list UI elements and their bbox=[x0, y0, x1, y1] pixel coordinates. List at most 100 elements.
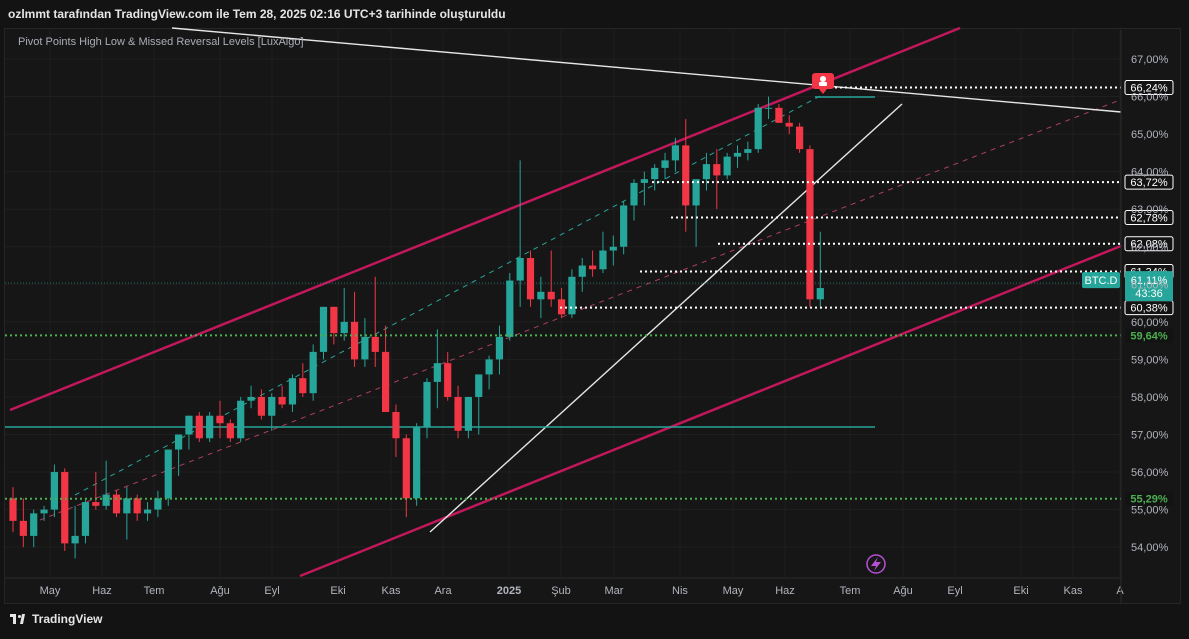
candle[interactable] bbox=[278, 385, 286, 409]
candle[interactable] bbox=[547, 250, 555, 307]
candle[interactable] bbox=[444, 351, 452, 401]
candle[interactable] bbox=[19, 498, 27, 548]
candle-body bbox=[744, 149, 752, 153]
candle[interactable] bbox=[785, 115, 793, 135]
candle[interactable] bbox=[506, 273, 514, 341]
candle-body bbox=[102, 494, 110, 506]
candle[interactable] bbox=[806, 145, 814, 307]
candle[interactable] bbox=[164, 449, 172, 506]
candle[interactable] bbox=[475, 374, 483, 435]
brand[interactable]: TradingView bbox=[10, 612, 102, 626]
candle[interactable] bbox=[154, 490, 162, 518]
candle[interactable] bbox=[371, 276, 379, 367]
candle[interactable] bbox=[537, 276, 545, 319]
candle-body bbox=[133, 498, 141, 514]
candle[interactable] bbox=[692, 179, 700, 247]
candle[interactable] bbox=[568, 269, 576, 319]
candle[interactable] bbox=[713, 149, 721, 210]
candle[interactable] bbox=[589, 250, 597, 277]
candle[interactable] bbox=[557, 288, 566, 319]
candle[interactable] bbox=[454, 385, 462, 439]
candle[interactable] bbox=[102, 460, 110, 510]
candle[interactable] bbox=[309, 344, 317, 401]
candle-body bbox=[185, 415, 193, 435]
candle-body bbox=[154, 498, 162, 510]
candle[interactable] bbox=[175, 434, 183, 476]
candle[interactable] bbox=[495, 325, 504, 375]
candle[interactable] bbox=[599, 231, 607, 274]
candle[interactable] bbox=[133, 494, 141, 521]
candle[interactable] bbox=[423, 378, 431, 439]
candle[interactable] bbox=[216, 400, 224, 439]
candle[interactable] bbox=[464, 396, 472, 439]
candle[interactable] bbox=[620, 201, 628, 255]
candle[interactable] bbox=[257, 389, 265, 420]
candle[interactable] bbox=[319, 306, 328, 360]
candle[interactable] bbox=[382, 325, 390, 412]
candle[interactable] bbox=[288, 374, 297, 412]
candle[interactable] bbox=[61, 468, 69, 551]
candle[interactable] bbox=[640, 171, 648, 206]
candle[interactable] bbox=[143, 502, 152, 521]
level-tag bbox=[1124, 174, 1174, 190]
candle[interactable] bbox=[402, 434, 410, 518]
candle[interactable] bbox=[485, 355, 493, 390]
candle[interactable] bbox=[71, 505, 79, 559]
candle[interactable] bbox=[330, 306, 338, 345]
candle[interactable] bbox=[733, 145, 742, 168]
candle[interactable] bbox=[340, 288, 348, 341]
chart-caption: ozlmmt tarafından TradingView.com ile Te… bbox=[0, 0, 1189, 28]
candle[interactable] bbox=[206, 411, 214, 443]
candle[interactable] bbox=[237, 396, 245, 443]
candle[interactable] bbox=[609, 235, 617, 266]
candle[interactable] bbox=[702, 152, 711, 191]
candle[interactable] bbox=[413, 423, 421, 506]
indicator-title[interactable]: Pivot Points High Low & Missed Reversal … bbox=[18, 36, 304, 48]
candle-body bbox=[164, 449, 172, 499]
pivot-high-marker-icon[interactable] bbox=[812, 73, 834, 94]
candle[interactable] bbox=[433, 329, 441, 409]
candle[interactable] bbox=[30, 509, 38, 548]
candle[interactable] bbox=[81, 498, 90, 544]
candle[interactable] bbox=[247, 385, 255, 409]
chart-area[interactable] bbox=[4, 28, 1181, 604]
candle[interactable] bbox=[796, 122, 804, 153]
candle[interactable] bbox=[744, 141, 752, 161]
candle[interactable] bbox=[112, 490, 121, 518]
candle-body bbox=[816, 288, 824, 300]
candle[interactable] bbox=[651, 164, 659, 191]
candle[interactable] bbox=[40, 505, 48, 521]
candle[interactable] bbox=[361, 318, 369, 367]
candle[interactable] bbox=[9, 487, 17, 533]
candle[interactable] bbox=[185, 415, 193, 450]
candle[interactable] bbox=[775, 104, 783, 123]
x-tick-label: Kas bbox=[1064, 585, 1083, 597]
candle[interactable] bbox=[526, 250, 535, 307]
level-tag bbox=[1125, 328, 1173, 343]
candle[interactable] bbox=[578, 258, 586, 292]
flash-event-icon[interactable] bbox=[866, 554, 886, 574]
candle[interactable] bbox=[516, 160, 524, 307]
candle[interactable] bbox=[268, 393, 276, 431]
candle[interactable] bbox=[764, 96, 773, 120]
symbol-tag[interactable] bbox=[1082, 272, 1120, 289]
candle[interactable] bbox=[195, 411, 203, 443]
candle[interactable] bbox=[350, 291, 359, 367]
candle[interactable] bbox=[671, 137, 679, 172]
candle[interactable] bbox=[392, 404, 400, 458]
candle[interactable] bbox=[816, 231, 824, 307]
candle[interactable] bbox=[661, 152, 669, 180]
candle[interactable] bbox=[754, 104, 762, 153]
candle[interactable] bbox=[50, 464, 58, 518]
candle[interactable] bbox=[723, 152, 731, 180]
candle[interactable] bbox=[92, 472, 100, 510]
candle[interactable] bbox=[226, 419, 234, 443]
candle[interactable] bbox=[299, 363, 307, 397]
level-label: 62,78% bbox=[1130, 212, 1168, 224]
candle[interactable] bbox=[630, 179, 638, 221]
current-price-label: 61,11% bbox=[1131, 275, 1168, 287]
candle[interactable] bbox=[682, 119, 690, 232]
candle-body bbox=[61, 472, 69, 544]
candle[interactable] bbox=[123, 487, 131, 540]
